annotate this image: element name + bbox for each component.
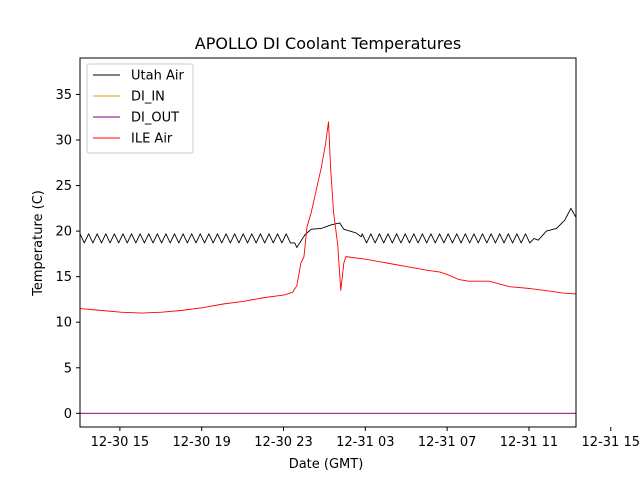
legend-entry-label: ILE Air [131, 132, 173, 147]
legend-entry-label: DI_OUT [131, 111, 179, 126]
x-tick-label: 12-31 11 [500, 435, 558, 450]
y-tick-label: 0 [64, 407, 72, 422]
legend: Utah Air DI_IN DI_OUT ILE Air [86, 63, 194, 154]
legend-box [86, 63, 194, 154]
x-tick-label: 12-30 15 [91, 435, 149, 450]
legend-entry-label: Utah Air [131, 69, 184, 84]
y-tick-label: 35 [55, 88, 72, 103]
plot-frame [79, 57, 577, 428]
series-line-ile-air [80, 121, 576, 314]
legend-entry-label: DI_IN [131, 90, 165, 105]
x-tick-label: 12-30 19 [172, 435, 230, 450]
x-tick-label: 12-31 15 [582, 435, 640, 450]
y-axis-label: Temperature (C) [31, 190, 46, 297]
y-tick-label: 10 [55, 316, 72, 331]
x-tick-label: 12-31 07 [418, 435, 476, 450]
y-tick-label: 30 [55, 134, 72, 149]
x-tick-label: 12-31 03 [336, 435, 394, 450]
y-tick-label: 15 [55, 270, 72, 285]
chart-title: APOLLO DI Coolant Temperatures [195, 34, 461, 53]
series-line-utah-air [80, 207, 576, 248]
y-tick-label: 20 [55, 225, 72, 240]
y-tick-label: 5 [64, 361, 72, 376]
x-axis-label: Date (GMT) [289, 457, 364, 472]
y-tick-label: 25 [55, 179, 72, 194]
x-tick-label: 12-30 23 [254, 435, 312, 450]
